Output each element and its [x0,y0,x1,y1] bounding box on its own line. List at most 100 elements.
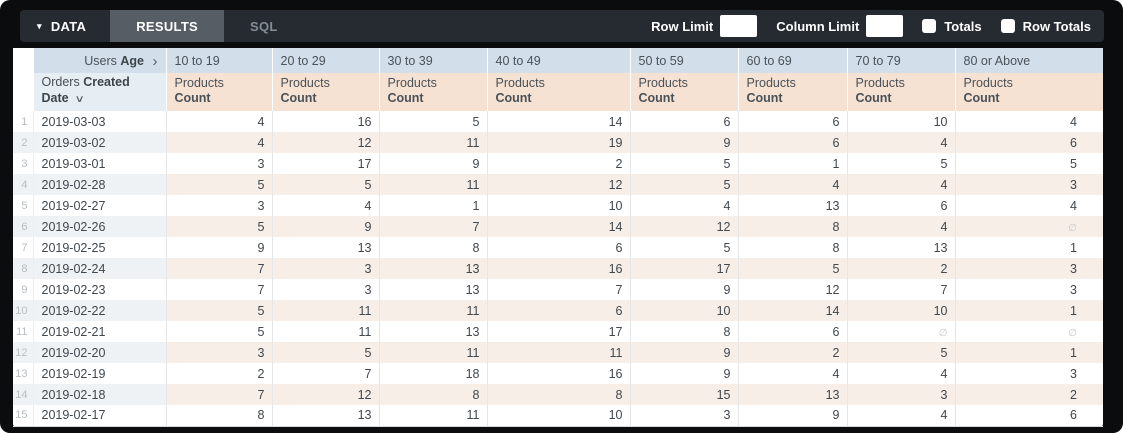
value-cell[interactable]: 7 [166,279,273,300]
value-cell[interactable]: 4 [1070,114,1077,129]
value-cell[interactable]: 5 [847,153,956,174]
value-cell[interactable]: 11 [272,300,380,321]
row-field-header[interactable]: Orders Created Date ∨ [32,73,166,111]
value-cell[interactable]: 5 [166,216,273,237]
value-cell[interactable]: 2 [847,258,956,279]
measure-header[interactable]: Products Count [378,73,487,111]
value-cell[interactable]: 13 [272,405,380,427]
value-cell[interactable]: ∅ [955,321,1103,342]
value-cell[interactable]: 13 [847,237,956,258]
value-cell[interactable]: 10 [847,111,956,132]
value-cell[interactable]: 8 [379,237,488,258]
date-cell[interactable]: 2019-02-25 [33,237,167,258]
date-cell[interactable]: 2019-02-23 [33,279,167,300]
date-cell[interactable]: 2019-02-26 [33,216,167,237]
measure-header[interactable]: Products Count [737,73,847,111]
value-cell[interactable]: ∅ [847,321,956,342]
value-cell[interactable]: 16 [272,111,380,132]
value-cell[interactable]: 5 [1070,156,1077,171]
value-cell[interactable]: 9 [630,279,739,300]
value-cell[interactable]: 1 [955,300,1103,321]
value-cell[interactable]: 12 [487,174,631,195]
value-cell[interactable]: 3 [272,258,380,279]
value-cell[interactable]: 4 [630,195,739,216]
value-cell[interactable]: 9 [379,153,488,174]
pivot-field-header[interactable]: Users Age › [32,48,166,73]
value-cell[interactable]: 14 [487,216,631,237]
value-cell[interactable]: 10 [847,300,956,321]
value-cell[interactable]: 17 [630,258,739,279]
measure-header[interactable]: Products Count [954,73,1103,111]
value-cell[interactable]: 7 [272,363,380,384]
value-cell[interactable]: 8 [738,216,848,237]
measure-header[interactable]: Products Count [165,73,272,111]
value-cell[interactable]: 6 [955,405,1103,427]
value-cell[interactable]: 12 [738,279,848,300]
value-cell[interactable]: 6 [955,132,1103,153]
value-cell[interactable]: 6 [738,321,848,342]
value-cell[interactable]: 7 [847,279,956,300]
value-cell[interactable]: 8 [738,237,848,258]
value-cell[interactable]: 6 [487,300,631,321]
value-cell[interactable]: 3 [955,174,1103,195]
pivot-value-header[interactable]: 30 to 39 [378,48,487,73]
date-cell[interactable]: 2019-02-28 [33,174,167,195]
value-cell[interactable]: 9 [630,342,739,363]
column-limit-input[interactable] [866,15,904,37]
date-cell[interactable]: 2019-03-02 [33,132,167,153]
value-cell[interactable]: 6 [487,237,631,258]
value-cell[interactable]: 17 [272,153,380,174]
value-cell[interactable]: 4 [738,363,848,384]
value-cell[interactable]: 4 [847,216,956,237]
value-cell[interactable]: 1 [379,195,488,216]
value-cell[interactable]: 4 [272,195,380,216]
value-cell[interactable]: 3 [847,384,956,405]
value-cell[interactable]: 16 [487,363,631,384]
value-cell[interactable]: ∅ [955,216,1103,237]
value-cell[interactable]: 11 [272,321,380,342]
value-cell[interactable]: 4 [847,363,956,384]
value-cell[interactable]: 5 [379,111,488,132]
value-cell[interactable]: 12 [272,132,380,153]
value-cell[interactable]: 13 [738,384,848,405]
value-cell[interactable]: 3 [955,258,1103,279]
value-cell[interactable]: 5 [272,342,380,363]
value-cell[interactable]: 9 [166,237,273,258]
measure-header[interactable]: Products Count [486,73,630,111]
value-cell[interactable]: 3 [166,195,273,216]
value-cell[interactable]: 2 [955,384,1103,405]
value-cell[interactable]: 3 [166,153,273,174]
value-cell[interactable]: 17 [487,321,631,342]
value-cell[interactable]: 2 [487,153,631,174]
value-cell[interactable]: 4 [847,132,956,153]
value-cell[interactable]: 5 [847,342,956,363]
value-cell[interactable]: 12 [630,216,739,237]
value-cell[interactable]: 6 [738,111,848,132]
value-cell[interactable]: 13 [379,279,488,300]
value-cell[interactable]: 11 [379,405,488,427]
pivot-value-header[interactable]: 40 to 49 [486,48,630,73]
value-cell[interactable]: 12 [272,384,380,405]
data-section-dropdown[interactable]: ▾ DATA [20,10,110,42]
value-cell[interactable]: 3 [1070,282,1077,297]
value-cell[interactable]: 6 [847,195,956,216]
value-cell[interactable]: 4 [847,405,956,427]
value-cell[interactable]: 11 [379,174,488,195]
value-cell[interactable]: 19 [487,132,631,153]
value-cell[interactable]: 5 [630,174,739,195]
value-cell[interactable]: 11 [379,342,488,363]
value-cell[interactable]: 5 [166,174,273,195]
date-cell[interactable]: 2019-02-27 [33,195,167,216]
value-cell[interactable]: 15 [630,384,739,405]
date-cell[interactable]: 2019-02-24 [33,258,167,279]
value-cell[interactable]: 9 [630,363,739,384]
pivot-value-header[interactable]: 80 or Above [954,48,1103,73]
date-cell[interactable]: 2019-03-01 [33,153,167,174]
value-cell[interactable]: 16 [487,258,631,279]
value-cell[interactable]: 4 [166,111,273,132]
value-cell[interactable]: 7 [379,216,488,237]
measure-header[interactable]: Products Count [271,73,379,111]
value-cell[interactable]: 8 [379,384,488,405]
measure-header[interactable]: Products Count [629,73,738,111]
value-cell[interactable]: 9 [738,405,848,427]
